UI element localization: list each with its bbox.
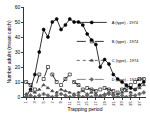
svg-text:10: 10 [15,79,21,85]
svg-text:19: 19 [102,101,107,106]
svg-text:60: 60 [15,4,21,10]
svg-text:23: 23 [119,101,124,106]
svg-text:11: 11 [67,101,72,106]
svg-text:17: 17 [93,101,98,106]
svg-text:9: 9 [58,101,63,104]
svg-text:Number adults (mean catch): Number adults (mean catch) [6,20,12,83]
svg-text:20: 20 [15,64,21,70]
svg-text:7: 7 [50,101,55,104]
svg-text:A (type) - 1974: A (type) - 1974 [112,20,139,25]
svg-text:21: 21 [111,101,116,106]
svg-text:D (type) - 1974: D (type) - 1974 [112,77,139,82]
svg-text:5: 5 [41,101,46,104]
svg-text:25: 25 [128,101,133,106]
svg-text:15: 15 [84,101,89,106]
svg-text:Trapping period: Trapping period [68,106,103,112]
svg-text:27: 27 [137,101,142,106]
svg-text:50: 50 [15,19,21,25]
svg-text:13: 13 [76,101,81,106]
svg-text:C (type) - 1974: C (type) - 1974 [112,58,139,63]
svg-text:0: 0 [17,94,20,100]
svg-text:40: 40 [15,34,21,40]
svg-text:B (type) - 1974: B (type) - 1974 [112,39,139,44]
svg-text:1: 1 [23,101,28,104]
svg-text:3: 3 [32,101,37,104]
svg-text:30: 30 [15,49,21,55]
